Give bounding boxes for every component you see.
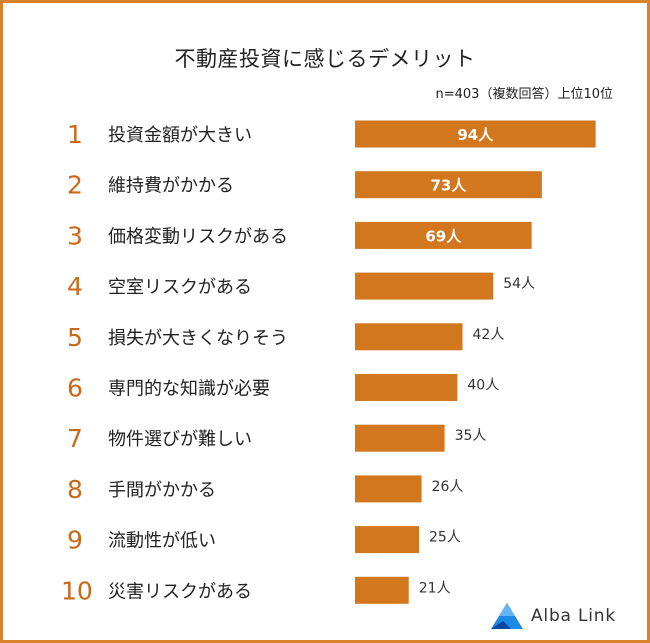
- bar: [355, 272, 494, 300]
- bar: [355, 323, 463, 351]
- rank-number: 6: [67, 374, 83, 403]
- rank-number: 7: [67, 424, 83, 453]
- bar: [355, 171, 542, 199]
- category-label: 災害リスクがある: [108, 581, 252, 602]
- rank-number: 1: [67, 120, 83, 149]
- category-label: 投資金額が大きい: [108, 125, 252, 146]
- bar: [355, 374, 458, 401]
- bar: [355, 576, 409, 604]
- alba-link-logo-icon: [491, 603, 523, 629]
- rank-number: 10: [61, 576, 93, 605]
- rank-number: 9: [67, 526, 83, 555]
- rank-number: 4: [67, 272, 83, 301]
- value-label: 35人: [455, 428, 487, 444]
- category-label: 損失が大きくなりそう: [108, 328, 288, 349]
- category-label: 維持費がかかる: [108, 176, 234, 197]
- category-label: 価格変動リスクがある: [108, 226, 288, 247]
- rank-number: 5: [67, 323, 83, 352]
- bar: [355, 120, 596, 148]
- value-label: 25人: [429, 530, 461, 546]
- value-label: 21人: [419, 580, 451, 596]
- category-label: 流動性が低い: [108, 531, 216, 552]
- chart-title: 不動産投資に感じるデメリット: [174, 47, 476, 71]
- sample-note: n=403（複数回答）上位10位: [435, 87, 614, 102]
- bar-chart: 1 投資金額が大きい 94人 2 維持費がかかる 73人 3 価格変動リスクがある 69人 4 空室…: [61, 120, 596, 605]
- category-label: 手間がかかる: [108, 480, 216, 501]
- brand-logo: Alba Link: [489, 601, 616, 631]
- logo-text: Alba Link: [531, 606, 616, 626]
- category-label: 専門的な知識が必要: [108, 379, 270, 400]
- bar: [355, 526, 419, 554]
- value-label: 40人: [467, 378, 499, 394]
- rank-number: 2: [67, 171, 83, 200]
- value-label: 73人: [431, 177, 468, 195]
- value-label: 42人: [473, 327, 505, 343]
- value-label: 94人: [457, 126, 494, 144]
- rank-number: 3: [67, 221, 83, 250]
- value-label: 69人: [425, 227, 462, 245]
- bar: [355, 475, 422, 503]
- bar: [355, 424, 445, 452]
- category-label: 物件選びが難しい: [108, 429, 252, 450]
- value-label: 54人: [503, 276, 535, 292]
- category-label: 空室リスクがある: [108, 277, 252, 298]
- bar: [355, 221, 532, 249]
- value-label: 26人: [432, 479, 464, 495]
- rank-number: 8: [67, 475, 83, 504]
